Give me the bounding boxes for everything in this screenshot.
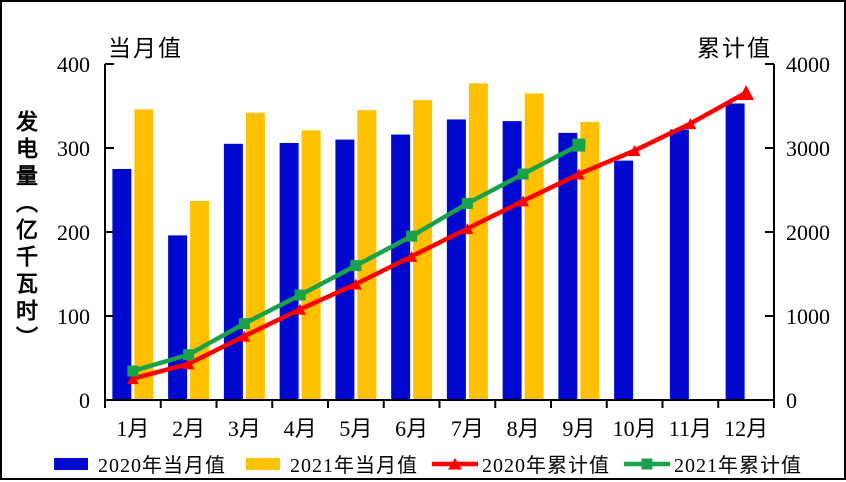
bar-2021年当月值-4月 [301,130,321,401]
marker-square-2021年累计值 [294,289,306,301]
right-axis-header: 累计值 [697,36,772,61]
x-axis-label-2月: 2月 [172,416,206,441]
marker-triangle-2020年累计值 [684,118,697,130]
marker-triangle-2020年累计值 [182,358,195,370]
right-axis-tick-label: 0 [786,388,797,413]
bar-2020年当月值-10月 [614,160,634,400]
bar-2020年当月值-6月 [391,134,411,400]
legend-item-2021年累计值: 2021年累计值 [624,449,802,478]
right-axis-tick-label: 1000 [786,304,830,329]
left-axis-tick-label: 200 [57,220,90,245]
bar-2020年当月值-8月 [502,121,522,401]
bar-2020年当月值-12月 [725,103,745,400]
x-axis-label-1月: 1月 [116,416,150,441]
chart-legend: 2020年当月值 2021年当月值 2020年累计值 2021年累计值 [2,449,846,478]
bar-2021年当月值-2月 [190,200,210,400]
x-axis-label-12月: 12月 [724,416,769,441]
left-axis-tick-label: 400 [57,52,90,77]
legend-swatch-bar-icon [246,457,280,470]
marker-square-2021年累计值 [127,365,139,377]
legend-swatch-square-icon [624,458,670,469]
x-axis-label-9月: 9月 [562,416,596,441]
x-axis-label-7月: 7月 [450,416,484,441]
line-2020年累计值 [132,90,748,381]
bar-2020年当月值-9月 [558,132,578,400]
legend-swatch-triangle-icon [432,457,478,469]
legend-item-2020年累计值: 2020年累计值 [432,449,610,478]
marker-square-2021年累计值 [517,168,529,180]
x-axis-label-3月: 3月 [227,416,261,441]
marker-triangle-2020年累计值 [294,303,307,315]
marker-triangle-2020年累计值 [461,223,474,235]
legend-swatch-bar-icon [54,457,88,470]
marker-triangle-2020年累计值 [405,250,418,262]
marker-triangle-2020年累计值 [349,278,362,290]
marker-square-2021年累计值 [238,318,250,330]
x-axis-label-11月: 11月 [668,416,712,441]
marker-square-2021年累计值 [461,197,473,209]
x-axis-label-10月: 10月 [612,416,657,441]
x-axis-label-5月: 5月 [339,416,373,441]
marker-triangle-2020年累计值 [126,373,139,385]
bar-2021年当月值-1月 [134,109,154,401]
legend-item-2021年当月值: 2021年当月值 [240,449,418,478]
marker-triangle-2020年累计值 [517,195,530,207]
left-axis-tick-label: 300 [57,136,90,161]
marker-triangle-2020年累计值 [238,330,251,342]
bar-2021年当月值-9月 [580,121,600,401]
legend-item-2020年当月值: 2020年当月值 [48,449,226,478]
bar-2020年当月值-4月 [279,142,299,400]
left-axis-tick-label: 0 [79,388,90,413]
marker-square-2021年累计值 [183,349,195,361]
bar-2021年当月值-3月 [245,112,265,400]
bar-2020年当月值-3月 [223,143,243,401]
legend-label: 2020年当月值 [98,455,226,477]
bar-2021年当月值-5月 [357,110,377,400]
bar-2020年当月值-11月 [669,129,689,400]
left-axis-tick-label: 100 [57,304,90,329]
y-axis-title: 发电量（亿千瓦时） [13,110,38,353]
x-axis-label-6月: 6月 [395,416,429,441]
right-axis-tick-label: 3000 [786,136,830,161]
bar-2021年当月值-7月 [468,83,488,400]
left-axis-header: 当月值 [108,36,183,61]
bar-2021年当月值-8月 [524,93,544,401]
bar-2020年当月值-7月 [446,119,466,400]
legend-label: 2021年当月值 [290,455,418,477]
bar-2020年当月值-1月 [112,169,132,400]
right-axis-tick-label: 2000 [786,220,830,245]
marker-square-2021年累计值 [406,230,418,242]
marker-square-2021年累计值 [572,138,586,152]
marker-triangle-2020年累计值 [572,168,585,180]
x-axis-label-4月: 4月 [283,416,317,441]
legend-label: 2021年累计值 [674,455,802,477]
bar-2020年当月值-2月 [168,235,188,400]
marker-triangle-2020年累计值 [628,145,641,157]
marker-triangle-2020年累计值 [738,85,755,101]
marker-square-2021年累计值 [350,260,362,272]
x-axis-label-8月: 8月 [506,416,540,441]
right-axis-tick-label: 4000 [786,52,830,77]
legend-label: 2020年累计值 [482,455,610,477]
